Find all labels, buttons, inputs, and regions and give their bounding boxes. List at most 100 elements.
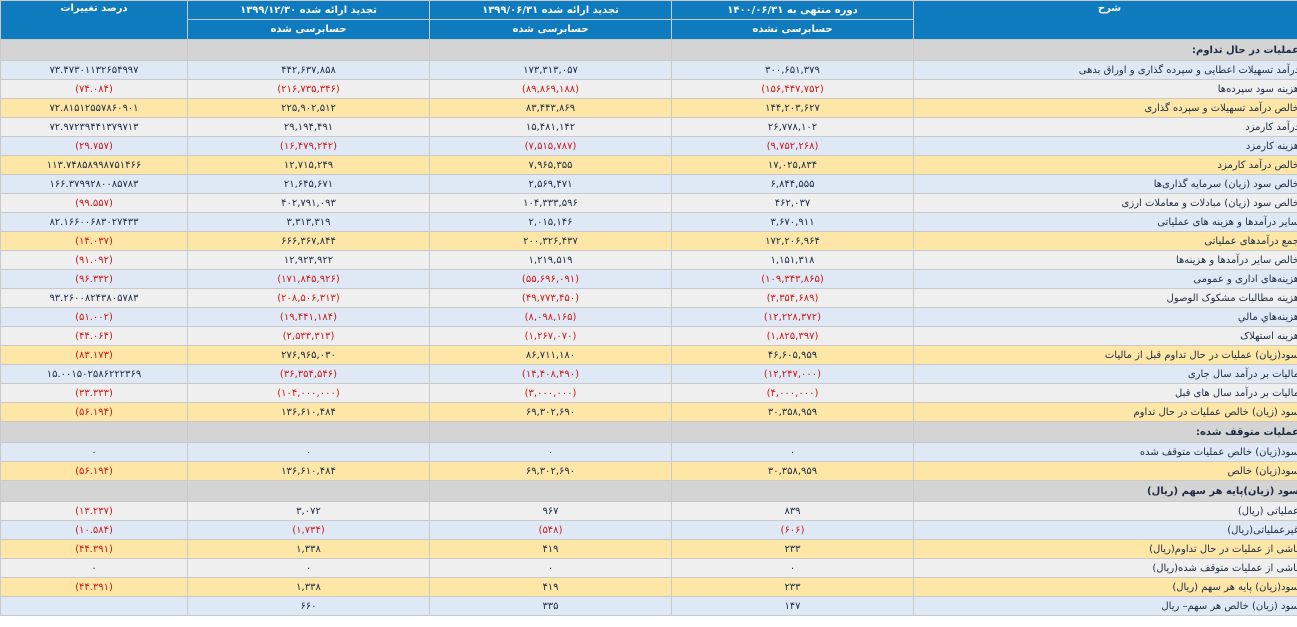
table-row: سود (زیان) خالص عملیات در حال تداوم ۳۰,۳۵… (0, 402, 1297, 422)
value-current: ۰ (671, 442, 914, 462)
value-current: ۳۰۰,۶۵۱,۳۷۹ (671, 60, 914, 80)
header-period-current: دوره منتهی به ۱۴۰۰/۰۶/۳۱ (671, 0, 914, 20)
change-percent: (۵۶.۱۹۴) (0, 461, 188, 481)
value-current: ۱۷,۰۲۵,۸۳۴ (671, 155, 914, 175)
change-percent: (۱۰.۵۸۴) (0, 520, 188, 540)
header-audit-restated-2: حسابرسی شده (187, 19, 430, 40)
row-label: عملیاتی (ریال) (913, 501, 1297, 521)
change-percent: ۱۱۳.۷۴۸۵۸۹۹۸۷۵۱۴۶۶ (0, 155, 188, 175)
section-header-row: عملیات متوقف شده: (0, 421, 1297, 443)
change-percent: ۷۳.۴۷۳۰۱۱۳۲۶۵۴۹۹۷ (0, 60, 188, 80)
row-label: سود (زیان) خالص هر سهم– ریال (913, 596, 1297, 616)
row-label: غیرعملیاتی(ریال) (913, 520, 1297, 540)
section-empty-cell (0, 421, 188, 443)
row-label: مالیات بر درآمد سال های قبل (913, 383, 1297, 403)
row-label: خالص سایر درآمدها و هزینه‌ها (913, 250, 1297, 270)
value-restated-2: ۱,۳۳۸ (187, 577, 430, 597)
value-restated-1: (۵۵,۶۹۶,۰۹۱) (429, 269, 672, 289)
change-percent: (۹۹.۵۵۷) (0, 193, 188, 213)
value-restated-1: ۲۰۰,۳۲۶,۴۳۷ (429, 231, 672, 251)
value-restated-2: ۱۲,۹۲۳,۹۲۲ (187, 250, 430, 270)
header-change-percent: درصد تغییرات (0, 0, 188, 40)
value-restated-2: (۱۷۱,۸۴۵,۹۲۶) (187, 269, 430, 289)
value-restated-2: (۱۹,۴۴۱,۱۸۴) (187, 307, 430, 327)
table-row: هزینه سود سپرده‌ها (۱۵۶,۴۴۷,۷۵۲) (۸۹,۸۶۹,۱… (0, 79, 1297, 99)
value-current: ۱۴۴,۲۰۳,۶۲۷ (671, 98, 914, 118)
value-restated-2: (۱۰۴,۰۰۰,۰۰۰) (187, 383, 430, 403)
section-empty-cell (671, 421, 914, 443)
row-label: سود (زیان) خالص عملیات در حال تداوم (913, 402, 1297, 422)
value-restated-1: (۱,۲۶۷,۰۷۰) (429, 326, 672, 346)
table-row: هزینه‌هاي مالي (۱۲,۲۲۸,۳۷۲) (۸,۰۹۸,۱۶۵) (۱۹… (0, 307, 1297, 327)
table-row: هزینه مطالبات مشکوک الوصول (۳,۳۵۴,۶۸۹) (۴۹… (0, 288, 1297, 308)
table-row: غیرعملیاتی(ریال) (۶۰۶) (۵۴۸) (۱,۷۳۴) (۱۰.۵۸۴… (0, 520, 1297, 540)
value-restated-1: (۷,۵۱۵,۷۸۷) (429, 136, 672, 156)
value-current: ۳۰,۳۵۸,۹۵۹ (671, 461, 914, 481)
table-row: هزینه کارمزد (۹,۷۵۲,۲۶۸) (۷,۵۱۵,۷۸۷) (۱۶,۴۷… (0, 136, 1297, 156)
statement-body: عملیات در حال تداوم: درآمد تسهیلات اعطایی… (0, 39, 1297, 616)
change-percent: (۴۴.۳۹۱) (0, 577, 188, 597)
table-row: ناشی از عملیات در حال تداوم(ریال) ۲۳۳ ۴۱۹ ۱… (0, 539, 1297, 559)
change-percent: (۳۳.۳۳۳) (0, 383, 188, 403)
value-restated-2: ۴۴۲,۶۳۷,۸۵۸ (187, 60, 430, 80)
value-current: (۴,۰۰۰,۰۰۰) (671, 383, 914, 403)
value-restated-1: ۱,۲۱۹,۵۱۹ (429, 250, 672, 270)
value-restated-2: ۶۶۰ (187, 596, 430, 616)
value-restated-2: ۱۲,۷۱۵,۲۴۹ (187, 155, 430, 175)
table-row: درآمد تسهیلات اعطایی و سپرده گذاری و اور… (0, 60, 1297, 80)
change-percent: ۰ (0, 558, 188, 578)
section-title: عملیات در حال تداوم: (913, 39, 1297, 61)
row-label: هزینه‌های اداری و عمومی (913, 269, 1297, 289)
value-current: ۴۶۲,۰۳۷ (671, 193, 914, 213)
value-current: (۳,۳۵۴,۶۸۹) (671, 288, 914, 308)
section-header-row: عملیات در حال تداوم: (0, 39, 1297, 61)
value-restated-1: (۸,۰۹۸,۱۶۵) (429, 307, 672, 327)
change-percent: ۷۲.۹۷۲۳۹۴۴۱۳۷۹۷۱۳ (0, 117, 188, 137)
value-restated-1: ۳۳۵ (429, 596, 672, 616)
table-row: درآمد کارمزد ۲۶,۷۷۸,۱۰۲ ۱۵,۴۸۱,۱۴۲ ۲۹,۱۹۴,۴… (0, 117, 1297, 137)
value-current: (۶۰۶) (671, 520, 914, 540)
value-restated-1: ۴۱۹ (429, 577, 672, 597)
value-restated-1: (۴۹,۷۷۳,۴۵۰) (429, 288, 672, 308)
row-label: سود(زیان) پایه هر سهم (ریال) (913, 577, 1297, 597)
row-label: سود(زیان) عملیات در حال تداوم قبل از مال… (913, 345, 1297, 365)
value-restated-2: ۳,۳۱۳,۳۱۹ (187, 212, 430, 232)
value-current: ۰ (671, 558, 914, 578)
section-header-row: سود (زیان)پایه هر سهم (ریال) (0, 480, 1297, 502)
section-empty-cell (187, 480, 430, 502)
value-restated-1: ۸۳,۴۴۳,۸۶۹ (429, 98, 672, 118)
value-restated-1: (۸۹,۸۶۹,۱۸۸) (429, 79, 672, 99)
value-current: (۱۰۹,۳۴۳,۸۶۵) (671, 269, 914, 289)
value-restated-1: ۹۶۷ (429, 501, 672, 521)
row-label: هزینه کارمزد (913, 136, 1297, 156)
value-restated-1: ۱۵,۴۸۱,۱۴۲ (429, 117, 672, 137)
value-restated-2: ۶۶۶,۳۶۷,۸۴۴ (187, 231, 430, 251)
row-label: خالص سود (زیان) سرمایه گذاری‌ها (913, 174, 1297, 194)
value-current: ۱۷۲,۲۰۶,۹۶۴ (671, 231, 914, 251)
table-row: مالیات بر درآمد سال های قبل (۴,۰۰۰,۰۰۰) (۳… (0, 383, 1297, 403)
value-restated-1: (۱۴,۴۰۸,۴۹۰) (429, 364, 672, 384)
value-restated-1: (۵۴۸) (429, 520, 672, 540)
section-empty-cell (429, 39, 672, 61)
value-current: ۸۳۹ (671, 501, 914, 521)
value-restated-1: ۰ (429, 442, 672, 462)
value-restated-2: ۴۰۲,۷۹۱,۰۹۳ (187, 193, 430, 213)
table-row: سود(زیان) خالص عملیات متوقف شده ۰ ۰ ۰ ۰ (0, 442, 1297, 462)
value-current: ۱۴۷ (671, 596, 914, 616)
value-restated-2: ۲۲۵,۹۰۲,۵۱۲ (187, 98, 430, 118)
value-restated-2: ۱۳۶,۶۱۰,۴۸۴ (187, 461, 430, 481)
row-label: هزینه‌هاي مالي (913, 307, 1297, 327)
change-percent: (۴۴.۳۹۱) (0, 539, 188, 559)
value-current: ۲۳۳ (671, 577, 914, 597)
value-restated-1: ۶۹,۳۰۲,۶۹۰ (429, 461, 672, 481)
table-row: عملیاتی (ریال) ۸۳۹ ۹۶۷ ۳,۰۷۲ (۱۳.۲۳۷) (0, 501, 1297, 521)
value-restated-1: ۷,۹۶۵,۳۵۵ (429, 155, 672, 175)
row-label: هزینه سود سپرده‌ها (913, 79, 1297, 99)
value-current: ۲۳۳ (671, 539, 914, 559)
value-restated-2: ۲۷۶,۹۶۵,۰۳۰ (187, 345, 430, 365)
change-percent: ۹۳.۲۶۰۰۸۲۴۳۸۰۵۷۸۳ (0, 288, 188, 308)
change-percent: (۵۶.۱۹۴) (0, 402, 188, 422)
row-label: خالص درآمد کارمزد (913, 155, 1297, 175)
change-percent: (۹۶.۳۳۲) (0, 269, 188, 289)
